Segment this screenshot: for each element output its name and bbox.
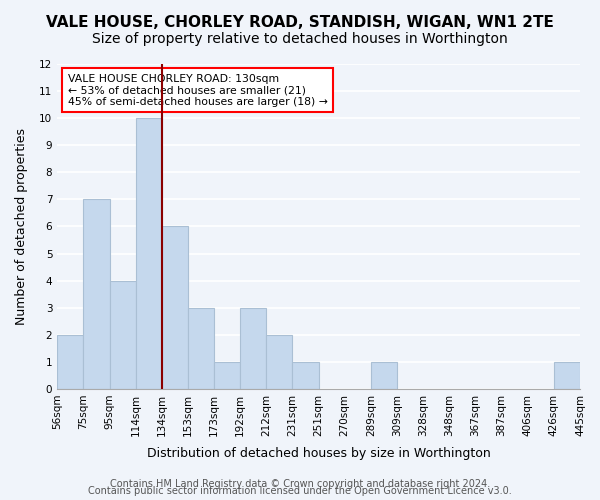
Bar [371, 362, 397, 389]
Text: VALE HOUSE, CHORLEY ROAD, STANDISH, WIGAN, WN1 2TE: VALE HOUSE, CHORLEY ROAD, STANDISH, WIGA… [46, 15, 554, 30]
Bar [554, 362, 580, 389]
X-axis label: Distribution of detached houses by size in Worthington: Distribution of detached houses by size … [147, 447, 490, 460]
Y-axis label: Number of detached properties: Number of detached properties [15, 128, 28, 325]
Text: Size of property relative to detached houses in Worthington: Size of property relative to detached ho… [92, 32, 508, 46]
Bar [240, 308, 266, 389]
Bar [292, 362, 319, 389]
Text: VALE HOUSE CHORLEY ROAD: 130sqm
← 53% of detached houses are smaller (21)
45% of: VALE HOUSE CHORLEY ROAD: 130sqm ← 53% of… [68, 74, 328, 107]
Bar [266, 335, 292, 389]
Bar [110, 280, 136, 389]
Bar [83, 200, 110, 389]
Bar [188, 308, 214, 389]
Text: Contains HM Land Registry data © Crown copyright and database right 2024.: Contains HM Land Registry data © Crown c… [110, 479, 490, 489]
Text: Contains public sector information licensed under the Open Government Licence v3: Contains public sector information licen… [88, 486, 512, 496]
Bar [214, 362, 240, 389]
Bar [136, 118, 162, 389]
Bar [57, 335, 83, 389]
Bar [162, 226, 188, 389]
